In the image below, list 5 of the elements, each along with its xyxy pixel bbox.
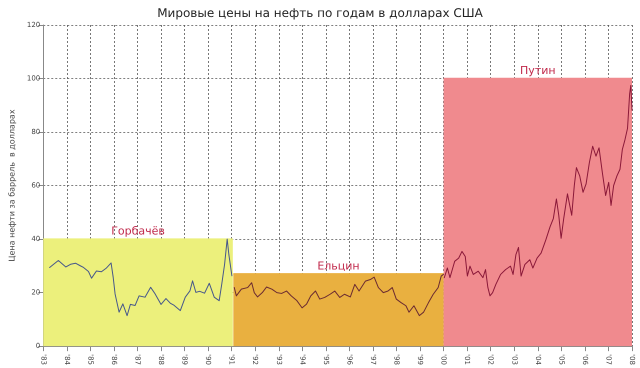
annotation: Горбачёв (111, 224, 165, 238)
chart-title: Мировые цены на нефть по годам в долларах США (157, 6, 484, 20)
y-axis-title: Цена нефти за баррель в долларах (8, 109, 16, 262)
annotation: Путин (520, 64, 556, 78)
annotation: Ельцин (317, 259, 360, 272)
